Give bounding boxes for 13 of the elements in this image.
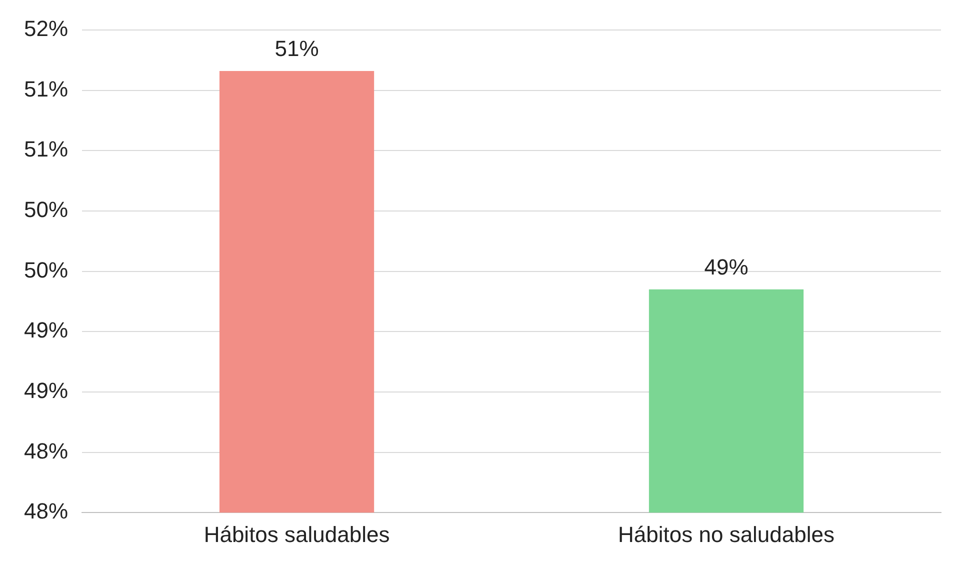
data-label: 51%: [274, 36, 319, 62]
x-tick-label: Hábitos no saludables: [618, 522, 834, 547]
y-tick-label: 51%: [24, 76, 68, 102]
y-tick-label: 49%: [24, 378, 68, 404]
y-tick-label: 48%: [24, 498, 68, 524]
y-tick-label: 50%: [24, 197, 68, 222]
y-tick-label: 50%: [24, 257, 68, 282]
y-tick-label: 51%: [24, 136, 68, 162]
data-label: 49%: [704, 254, 748, 280]
y-tick-label: 49%: [24, 318, 68, 343]
y-tick-label: 48%: [24, 438, 68, 464]
y-tick-label: 52%: [24, 16, 68, 42]
x-tick-label: Hábitos saludables: [204, 522, 390, 547]
